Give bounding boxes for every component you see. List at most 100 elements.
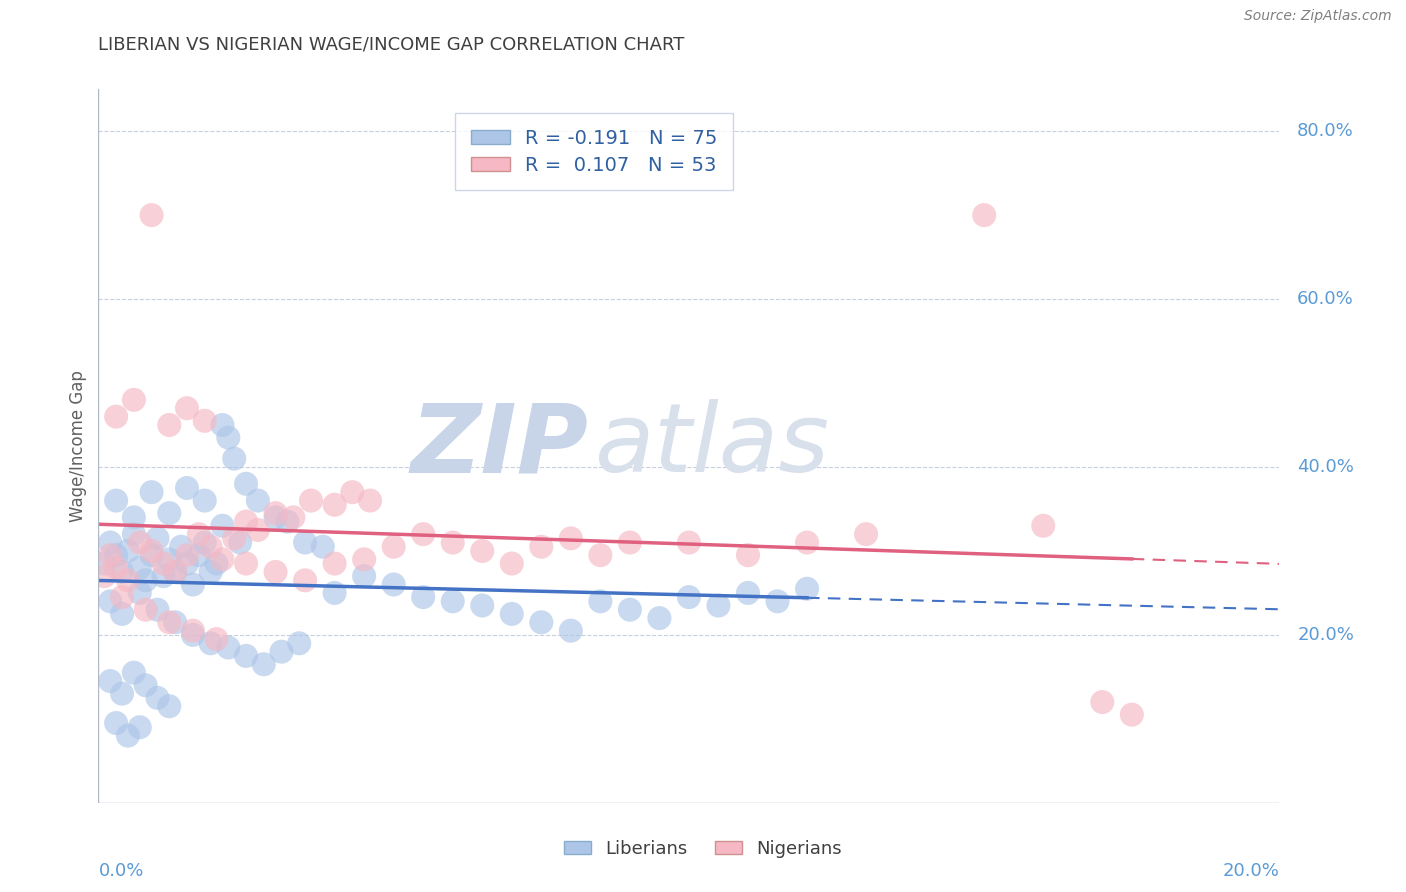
- Point: [276, 515, 298, 529]
- Point: [294, 535, 316, 549]
- Point: [141, 548, 163, 562]
- Point: [122, 665, 145, 680]
- Point: [501, 557, 523, 571]
- Point: [111, 687, 134, 701]
- Point: [194, 414, 217, 428]
- Point: [165, 615, 187, 630]
- Point: [441, 594, 464, 608]
- Point: [200, 636, 222, 650]
- Point: [648, 611, 671, 625]
- Point: [1091, 695, 1114, 709]
- Legend: Liberians, Nigerians: Liberians, Nigerians: [557, 833, 849, 865]
- Point: [93, 569, 115, 583]
- Point: [157, 552, 180, 566]
- Text: ZIP: ZIP: [411, 400, 589, 492]
- Point: [619, 535, 641, 549]
- Point: [135, 574, 157, 588]
- Point: [560, 624, 582, 638]
- Point: [157, 506, 180, 520]
- Point: [229, 535, 252, 549]
- Point: [737, 548, 759, 562]
- Point: [211, 417, 233, 432]
- Point: [181, 577, 204, 591]
- Point: [122, 392, 145, 407]
- Y-axis label: Wage/Income Gap: Wage/Income Gap: [69, 370, 87, 522]
- Point: [264, 506, 287, 520]
- Point: [737, 586, 759, 600]
- Text: 0.0%: 0.0%: [98, 862, 143, 880]
- Point: [353, 569, 375, 583]
- Point: [678, 535, 700, 549]
- Point: [98, 535, 121, 549]
- Text: 20.0%: 20.0%: [1298, 626, 1354, 644]
- Point: [253, 657, 276, 672]
- Point: [530, 540, 553, 554]
- Point: [165, 565, 187, 579]
- Point: [170, 540, 193, 554]
- Point: [589, 548, 612, 562]
- Legend: R = -0.191   N = 75, R =  0.107   N = 53: R = -0.191 N = 75, R = 0.107 N = 53: [456, 113, 734, 190]
- Point: [157, 615, 180, 630]
- Point: [353, 552, 375, 566]
- Point: [288, 636, 311, 650]
- Point: [194, 535, 217, 549]
- Point: [152, 569, 174, 583]
- Point: [224, 532, 246, 546]
- Point: [235, 515, 257, 529]
- Point: [441, 535, 464, 549]
- Point: [200, 540, 222, 554]
- Text: atlas: atlas: [595, 400, 830, 492]
- Point: [211, 518, 233, 533]
- Point: [122, 510, 145, 524]
- Text: 60.0%: 60.0%: [1298, 290, 1354, 308]
- Point: [796, 535, 818, 549]
- Point: [117, 574, 139, 588]
- Point: [224, 451, 246, 466]
- Point: [176, 557, 198, 571]
- Point: [973, 208, 995, 222]
- Point: [141, 485, 163, 500]
- Point: [211, 552, 233, 566]
- Point: [157, 417, 180, 432]
- Point: [1121, 707, 1143, 722]
- Point: [766, 594, 789, 608]
- Point: [98, 548, 121, 562]
- Point: [246, 523, 269, 537]
- Point: [342, 485, 364, 500]
- Point: [187, 548, 209, 562]
- Point: [235, 476, 257, 491]
- Point: [235, 648, 257, 663]
- Point: [678, 590, 700, 604]
- Point: [117, 729, 139, 743]
- Point: [619, 603, 641, 617]
- Point: [117, 544, 139, 558]
- Text: 40.0%: 40.0%: [1298, 458, 1354, 476]
- Text: LIBERIAN VS NIGERIAN WAGE/INCOME GAP CORRELATION CHART: LIBERIAN VS NIGERIAN WAGE/INCOME GAP COR…: [98, 36, 685, 54]
- Point: [323, 498, 346, 512]
- Point: [471, 599, 494, 613]
- Point: [471, 544, 494, 558]
- Point: [111, 590, 134, 604]
- Point: [128, 720, 150, 734]
- Point: [382, 577, 405, 591]
- Point: [157, 699, 180, 714]
- Point: [530, 615, 553, 630]
- Point: [412, 590, 434, 604]
- Point: [235, 557, 257, 571]
- Point: [128, 560, 150, 574]
- Point: [128, 586, 150, 600]
- Point: [105, 560, 128, 574]
- Point: [98, 674, 121, 689]
- Point: [98, 594, 121, 608]
- Point: [560, 532, 582, 546]
- Point: [105, 548, 128, 562]
- Point: [181, 628, 204, 642]
- Point: [146, 603, 169, 617]
- Point: [146, 690, 169, 705]
- Point: [246, 493, 269, 508]
- Point: [135, 603, 157, 617]
- Point: [146, 532, 169, 546]
- Point: [141, 208, 163, 222]
- Point: [323, 586, 346, 600]
- Text: 20.0%: 20.0%: [1223, 862, 1279, 880]
